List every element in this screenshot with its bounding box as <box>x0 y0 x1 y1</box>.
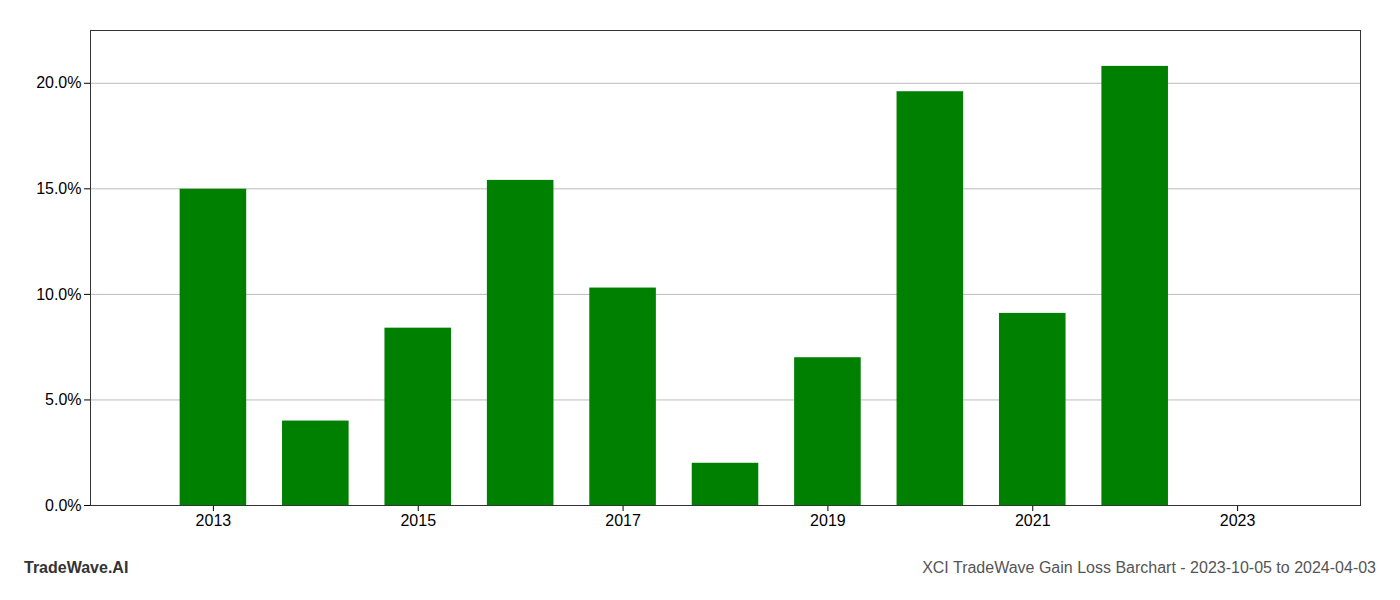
svg-text:15.0%: 15.0% <box>36 180 81 197</box>
svg-text:0.0%: 0.0% <box>45 497 81 514</box>
html-text:TradeWave.AI: TradeWave.AI <box>24 559 129 576</box>
svg-text:2019: 2019 <box>810 512 846 529</box>
svg-text:2021: 2021 <box>1015 512 1051 529</box>
svg-text:2023: 2023 <box>1220 512 1256 529</box>
svg-text:5.0%: 5.0% <box>45 391 81 408</box>
svg-text:20.0%: 20.0% <box>36 74 81 91</box>
svg-text:2017: 2017 <box>605 512 641 529</box>
svg-text:10.0%: 10.0% <box>36 286 81 303</box>
svg-text:2015: 2015 <box>400 512 436 529</box>
html-text:XCI TradeWave Gain Loss Barcha: XCI TradeWave Gain Loss Barchart - 2023-… <box>922 559 1376 576</box>
svg-text:2013: 2013 <box>196 512 232 529</box>
